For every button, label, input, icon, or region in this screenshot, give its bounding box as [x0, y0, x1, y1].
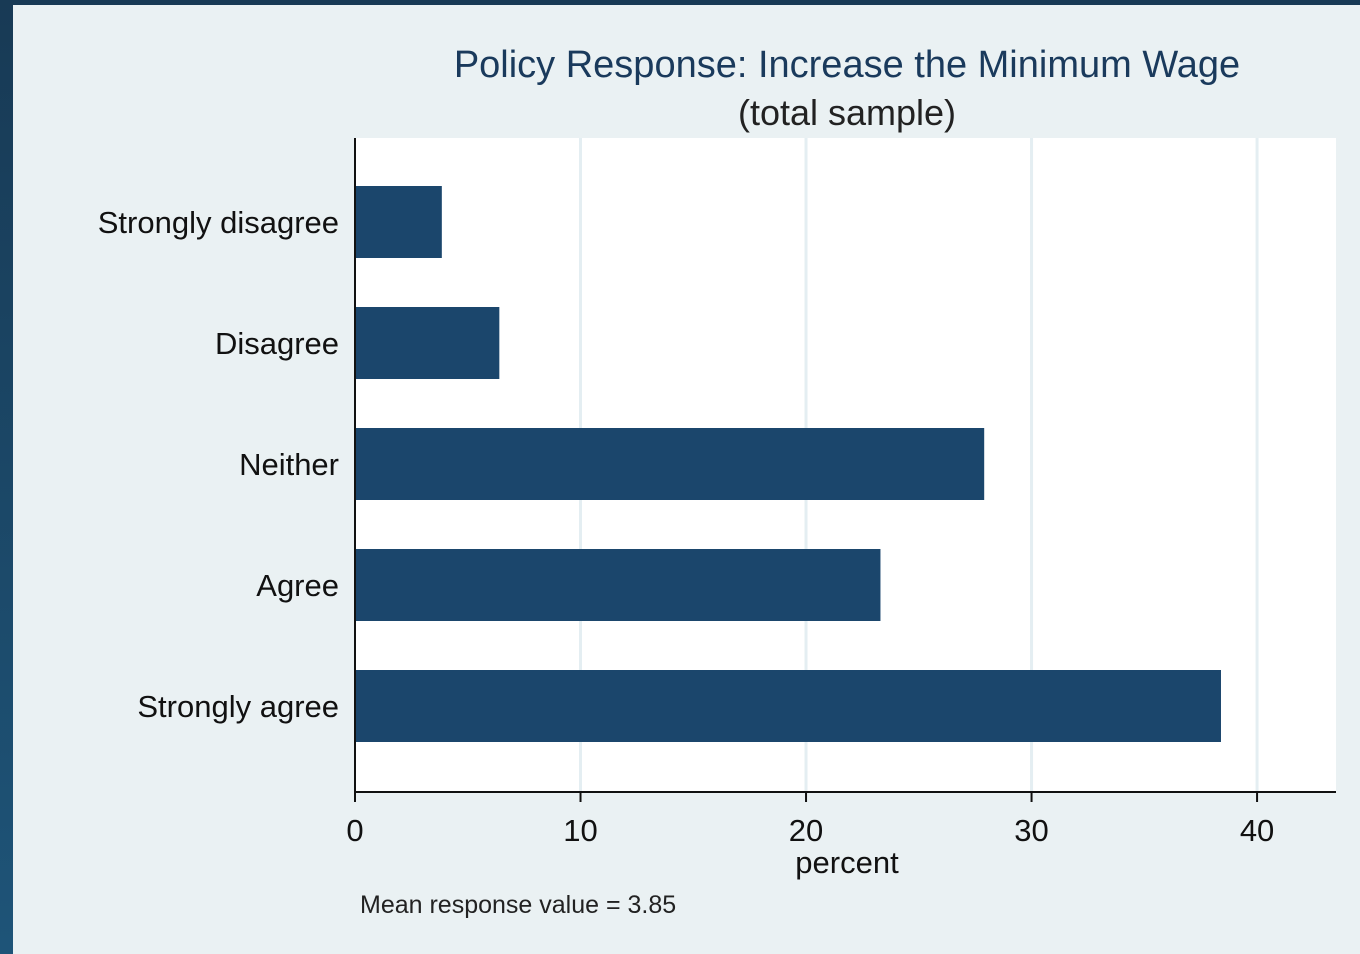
category-label: Neither [239, 447, 339, 482]
category-label: Agree [256, 568, 339, 603]
x-tick-label: 20 [789, 813, 823, 848]
x-tick-label: 30 [1014, 813, 1048, 848]
x-tick-label: 10 [563, 813, 597, 848]
x-tick-label: 0 [346, 813, 363, 848]
chart-title: Policy Response: Increase the Minimum Wa… [454, 44, 1240, 86]
bar-chart: Policy Response: Increase the Minimum Wa… [98, 44, 1336, 919]
x-axis-label: percent [795, 845, 899, 880]
bar-neither [356, 428, 985, 500]
chart-subtitle: (total sample) [738, 92, 956, 133]
chart-note: Mean response value = 3.85 [360, 891, 676, 919]
x-tick-label: 40 [1240, 813, 1274, 848]
bars [356, 186, 1221, 742]
bar-disagree [356, 307, 500, 379]
category-label: Disagree [215, 326, 339, 361]
category-label: Strongly disagree [98, 205, 339, 240]
bar-strongly-agree [356, 670, 1221, 742]
bar-strongly-disagree [356, 186, 442, 258]
chart-frame: Policy Response: Increase the Minimum Wa… [13, 5, 1360, 954]
category-labels: Strongly disagree Disagree Neither Agree Str… [98, 205, 339, 724]
bar-agree [356, 549, 881, 621]
category-label: Strongly agree [137, 689, 339, 724]
x-axis-ticks: 0 10 20 30 40 [346, 792, 1274, 848]
